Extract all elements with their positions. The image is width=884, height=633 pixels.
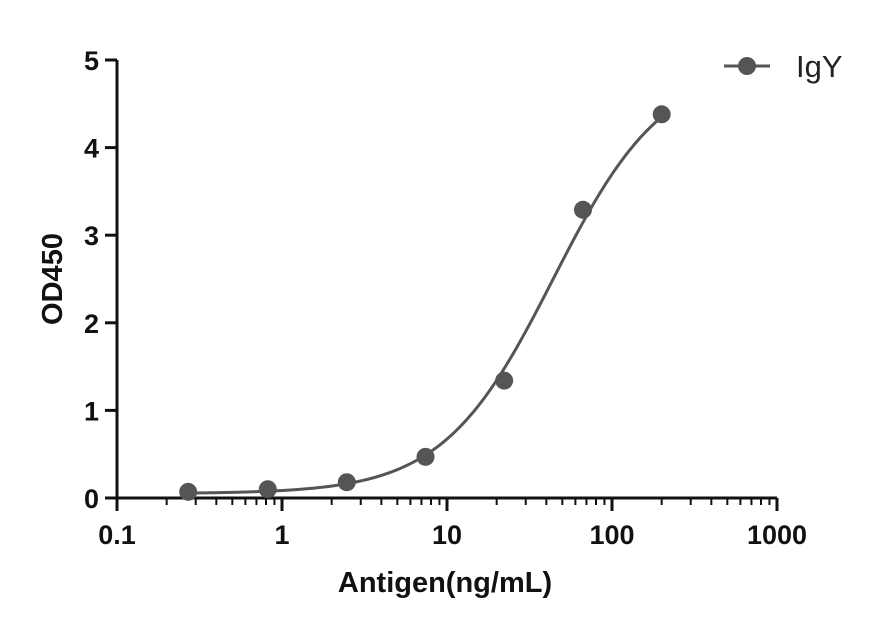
data-point	[337, 473, 356, 492]
data-point	[179, 482, 198, 501]
y-tick-label: 1	[84, 396, 99, 426]
y-tick-label: 5	[84, 46, 99, 76]
axes	[115, 60, 777, 500]
y-ticks: 0 1 2 3 4 5	[84, 46, 117, 514]
legend: IgY	[724, 49, 843, 84]
x-tick-label: 10	[432, 520, 462, 550]
data-points	[179, 105, 671, 501]
fit-curve-group	[188, 115, 663, 495]
data-point	[258, 480, 277, 499]
y-tick-label: 3	[84, 221, 99, 251]
legend-label: IgY	[796, 49, 843, 84]
y-axis-title: OD450	[37, 233, 69, 325]
x-ticks: 0.1 1 10 100 1000	[98, 498, 807, 550]
data-point	[573, 200, 592, 219]
x-tick-label: 0.1	[98, 520, 136, 550]
y-tick-label: 2	[84, 309, 99, 339]
x-tick-label: 1	[274, 520, 289, 550]
x-axis-title: Antigen(ng/mL)	[338, 567, 552, 599]
data-point	[652, 105, 671, 124]
x-tick-label: 100	[589, 520, 634, 550]
data-point	[495, 371, 514, 390]
legend-marker	[738, 57, 756, 75]
y-tick-label: 0	[84, 484, 99, 514]
y-tick-label: 4	[84, 134, 99, 164]
data-point	[416, 447, 435, 466]
fit-curve	[188, 115, 663, 495]
x-tick-label: 1000	[747, 520, 807, 550]
